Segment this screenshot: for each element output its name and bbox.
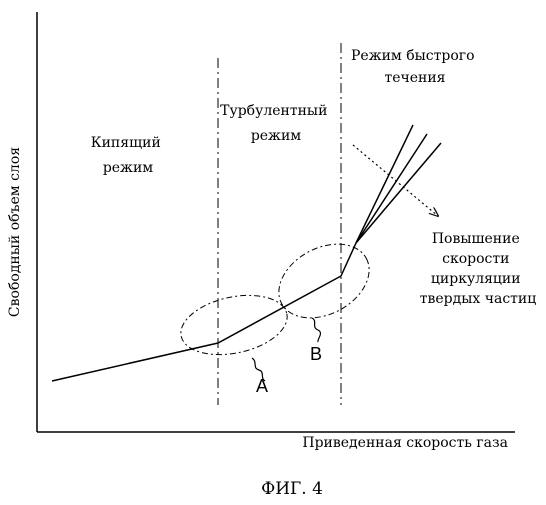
increase-arrow xyxy=(353,145,438,216)
annotation-line4: твердых частиц xyxy=(420,291,537,307)
region-label-turbulent-line2: режим xyxy=(251,128,301,144)
region-label-fast-line1: Режим быстрого xyxy=(351,48,475,64)
region-label-fast: Режим быстрого течения xyxy=(351,48,479,86)
annotation: Повышение скорости циркуляции твердых ча… xyxy=(420,231,537,307)
region-label-turbulent: Турбулентный режим xyxy=(220,103,332,144)
transition-ellipse-a xyxy=(175,286,292,363)
annotation-line2: скорости xyxy=(442,251,509,267)
region-label-bubbling: Кипящий режим xyxy=(91,135,165,176)
fast-curve-2 xyxy=(356,134,427,243)
leader-b xyxy=(312,318,320,342)
region-label-turbulent-line1: Турбулентный xyxy=(220,103,327,119)
marker-a: A xyxy=(256,376,268,396)
marker-b: B xyxy=(310,344,322,364)
region-label-bubbling-line2: режим xyxy=(103,160,153,176)
annotation-line3: циркуляции xyxy=(431,271,521,287)
region-label-bubbling-line1: Кипящий xyxy=(91,135,161,151)
x-axis-label: Приведенная скорость газа xyxy=(302,435,508,451)
transition-ellipse-b xyxy=(266,229,382,332)
y-axis-label: Свободный объем слоя xyxy=(7,147,23,317)
figure-caption: ФИГ. 4 xyxy=(261,479,323,499)
annotation-line1: Повышение xyxy=(432,231,520,247)
fast-curve-1 xyxy=(356,125,413,243)
region-label-fast-line2: течения xyxy=(384,70,445,86)
